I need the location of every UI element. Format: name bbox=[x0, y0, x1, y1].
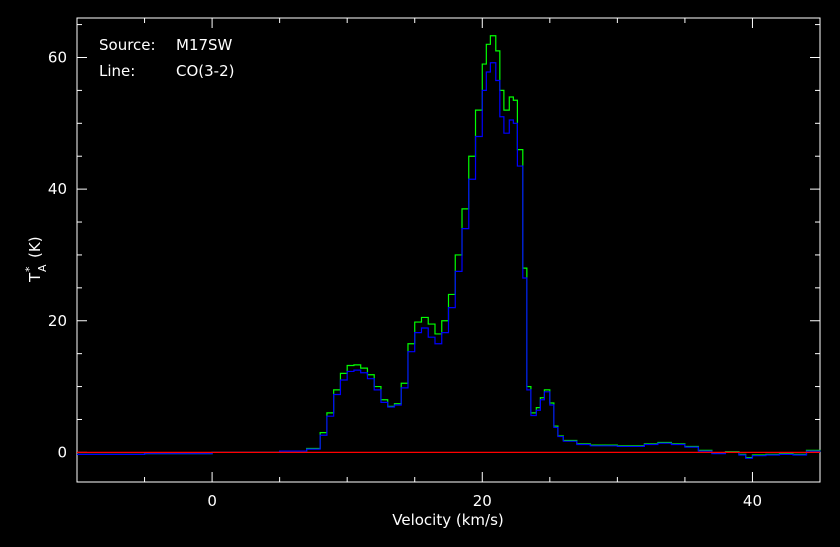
x-tick-label: 20 bbox=[473, 492, 492, 510]
y-tick-label: 20 bbox=[48, 312, 67, 330]
x-axis-label: Velocity (km/s) bbox=[392, 511, 503, 529]
y-axis-label-unit: (K) bbox=[26, 236, 44, 258]
y-axis-label-superscript: * bbox=[23, 266, 36, 272]
axis-ticks bbox=[76, 18, 821, 482]
annotation-source-label: Source: bbox=[99, 36, 156, 54]
y-axis-label-subscript: A bbox=[36, 264, 49, 272]
series-layer bbox=[77, 35, 821, 459]
series-line-0 bbox=[77, 35, 821, 459]
y-axis-label-symbol: T bbox=[26, 272, 44, 283]
x-tick-label: 0 bbox=[207, 492, 217, 510]
x-tick-label: 40 bbox=[743, 492, 762, 510]
y-axis-label: T * A (K) bbox=[23, 236, 49, 283]
y-tick-label: 60 bbox=[48, 48, 67, 66]
annotation-line-value: CO(3-2) bbox=[176, 62, 234, 80]
series-line-1 bbox=[77, 62, 821, 459]
y-tick-label: 0 bbox=[57, 443, 67, 461]
axis-tick-labels: 0 20 40 0 20 40 60 bbox=[48, 48, 762, 510]
plot-frame bbox=[76, 17, 821, 483]
y-tick-label: 40 bbox=[48, 180, 67, 198]
annotation-line-label: Line: bbox=[99, 62, 135, 80]
annotation-source-value: M17SW bbox=[176, 36, 233, 54]
